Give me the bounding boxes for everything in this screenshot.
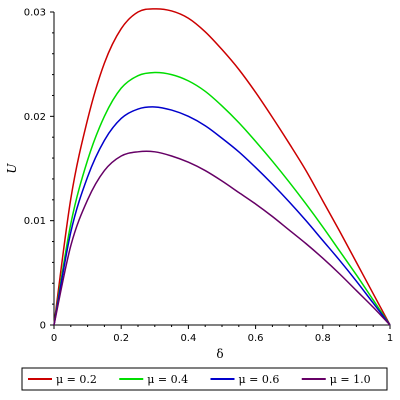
x-tick-label: 0.8 — [315, 333, 331, 344]
axes: 0 0.2 0.4 0.6 0.8 1 0 0.01 0.02 0.03 δ U — [5, 8, 393, 362]
y-tick-label: 0 — [40, 321, 46, 332]
legend-label-2: μ = 0.4 — [147, 373, 188, 386]
series-line-4 — [53, 150, 391, 326]
legend: μ = 0.2 μ = 0.4 μ = 0.6 μ = 1.0 — [21, 367, 388, 391]
series-line-2 — [53, 71, 391, 326]
x-axis-title: δ — [216, 347, 223, 361]
y-tick-label: 0.03 — [24, 8, 46, 19]
x-tick-label: 1 — [387, 333, 393, 344]
legend-label-1: μ = 0.2 — [56, 373, 97, 386]
y-tick-label: 0.02 — [24, 112, 46, 123]
series-lines — [53, 8, 391, 326]
legend-label-4: μ = 1.0 — [330, 373, 371, 386]
x-tick-label: 0.2 — [113, 333, 129, 344]
x-tick-label: 0 — [51, 333, 57, 344]
y-axis-title: U — [5, 163, 19, 174]
legend-label-3: μ = 0.6 — [239, 373, 280, 386]
x-tick-label: 0.4 — [180, 333, 196, 344]
legend-box — [21, 367, 388, 391]
series-line-3 — [53, 106, 391, 326]
y-tick-label: 0.01 — [24, 216, 46, 227]
x-tick-label: 0.6 — [248, 333, 264, 344]
series-line-1 — [53, 8, 391, 326]
